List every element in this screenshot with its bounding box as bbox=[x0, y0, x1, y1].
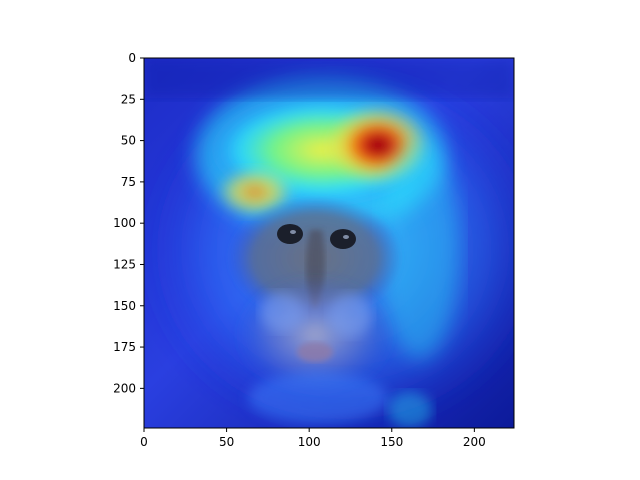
y-tick-label: 75 bbox=[121, 175, 136, 189]
left-eye-shine bbox=[290, 230, 296, 234]
x-tick-label: 50 bbox=[219, 435, 234, 449]
left-eye bbox=[277, 224, 303, 244]
x-tick-label: 0 bbox=[140, 435, 148, 449]
y-tick-label: 50 bbox=[121, 134, 136, 148]
y-tick-label: 100 bbox=[113, 216, 136, 230]
y-axis: 0 25 50 75 100 125 150 175 200 bbox=[113, 51, 144, 395]
x-tick-label: 200 bbox=[463, 435, 486, 449]
mouth bbox=[297, 342, 333, 362]
x-axis: 0 50 100 150 200 bbox=[140, 428, 486, 449]
y-tick-label: 175 bbox=[113, 340, 136, 354]
y-tick-label: 0 bbox=[128, 51, 136, 65]
right-eye-shine bbox=[343, 235, 349, 239]
right-eye bbox=[330, 229, 356, 249]
chin-highlight bbox=[248, 372, 388, 424]
y-tick-label: 25 bbox=[121, 92, 136, 106]
x-tick-label: 100 bbox=[298, 435, 321, 449]
x-tick-label: 150 bbox=[380, 435, 403, 449]
heatmap-image bbox=[135, 58, 555, 440]
right-cheek-tuft bbox=[328, 293, 372, 337]
y-tick-label: 200 bbox=[113, 381, 136, 395]
top-vignette bbox=[144, 58, 514, 98]
y-tick-label: 150 bbox=[113, 299, 136, 313]
lower-right-cyan bbox=[388, 392, 432, 428]
left-cheek-tuft bbox=[260, 292, 304, 332]
y-tick-label: 125 bbox=[113, 257, 136, 271]
